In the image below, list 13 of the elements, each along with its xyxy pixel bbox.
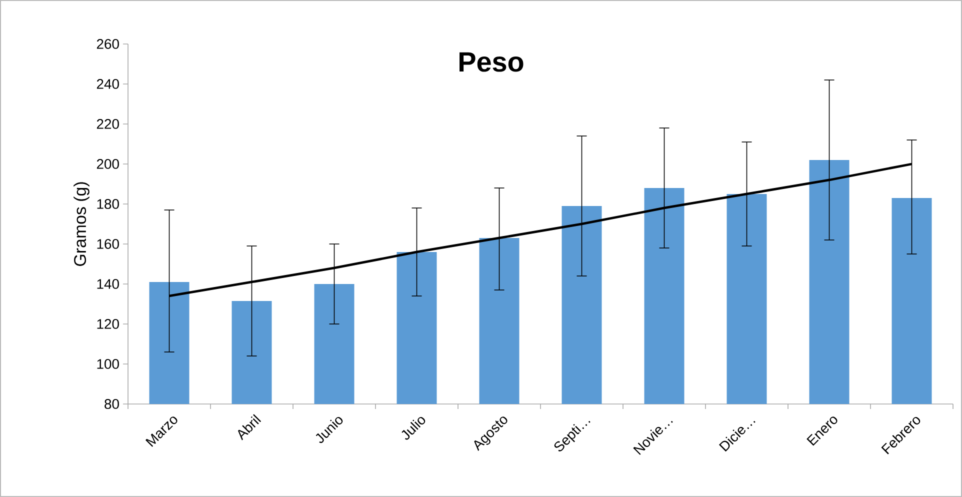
y-tick-label: 160: [97, 239, 119, 249]
y-axis-title: Gramos (g): [74, 182, 90, 266]
y-tick-label: 80: [104, 399, 119, 409]
y-tick-label: 260: [96, 39, 119, 49]
y-tick-label: 240: [96, 79, 119, 89]
y-tick-label: 200: [96, 159, 119, 169]
y-tick-label: 140: [97, 279, 119, 289]
x-tick-label: Julio: [402, 416, 426, 440]
y-tick-label: 220: [96, 119, 119, 129]
chart-title: Peso: [460, 52, 524, 72]
y-tick-label: 120: [97, 319, 119, 329]
y-tick-label: 180: [97, 199, 119, 209]
y-tick-label: 100: [97, 359, 119, 369]
